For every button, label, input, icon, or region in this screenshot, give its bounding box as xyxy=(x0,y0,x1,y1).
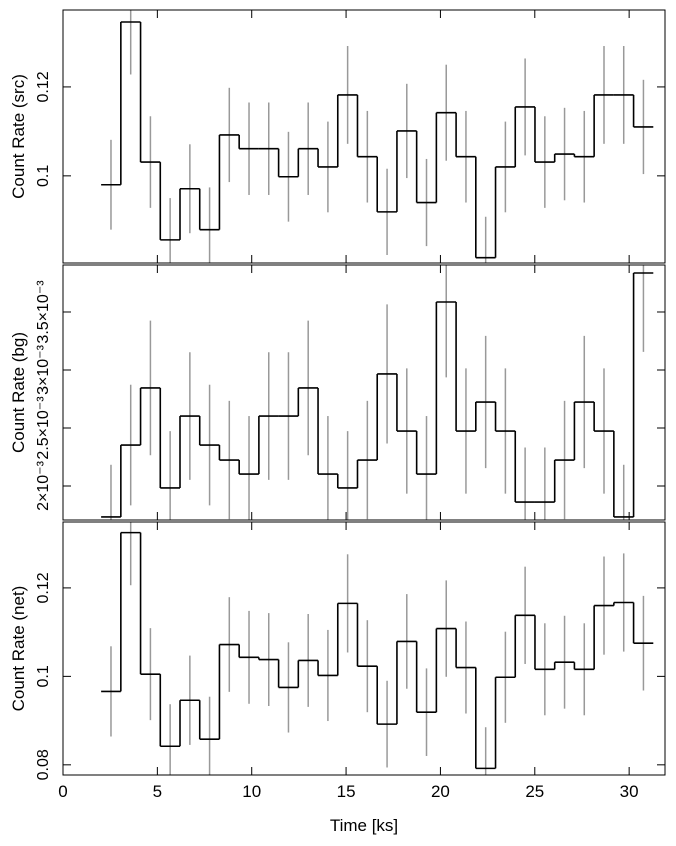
x-tick-label: 0 xyxy=(58,782,67,801)
y-axis-label: Count Rate (src) xyxy=(9,74,28,199)
y-axis-label: Count Rate (bg) xyxy=(9,332,28,453)
x-tick-label: 30 xyxy=(620,782,639,801)
plot-frame xyxy=(62,521,666,776)
y-tick-label: 3×10⁻³ xyxy=(35,344,52,394)
x-axis-label: Time [ks] xyxy=(330,816,398,835)
plot-frame xyxy=(62,264,666,521)
x-tick-label: 15 xyxy=(337,782,356,801)
y-tick-label: 0.12 xyxy=(35,572,52,603)
x-tick-label: 10 xyxy=(242,782,261,801)
y-tick-label: 2×10⁻³ xyxy=(35,460,52,510)
x-tick-label: 5 xyxy=(153,782,162,801)
y-tick-label: 2.5×10⁻³ xyxy=(35,396,52,460)
x-tick-label: 20 xyxy=(431,782,450,801)
x-tick-label: 25 xyxy=(525,782,544,801)
y-axis-label: Count Rate (net) xyxy=(9,586,28,712)
y-tick-label: 0.1 xyxy=(35,165,52,187)
plot-frame xyxy=(62,9,666,264)
y-tick-label: 0.12 xyxy=(35,71,52,102)
y-tick-label: 0.08 xyxy=(35,749,52,780)
y-tick-label: 0.1 xyxy=(35,665,52,687)
y-tick-label: 3.5×10⁻³ xyxy=(35,280,52,344)
